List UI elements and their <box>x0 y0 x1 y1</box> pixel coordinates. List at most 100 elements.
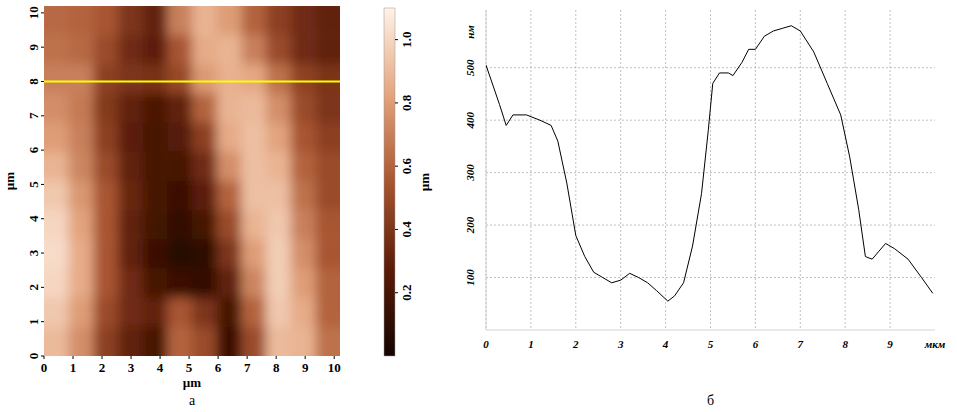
tick <box>41 287 44 288</box>
heatmap-cell <box>291 327 316 356</box>
heatmap-cell <box>143 123 168 153</box>
heatmap-cell <box>69 298 94 328</box>
heatmap-cell <box>44 298 69 328</box>
tick <box>395 229 398 230</box>
heatmap-cell <box>241 123 266 153</box>
heatmap-cell <box>44 210 69 240</box>
grid-line <box>710 10 711 330</box>
heatmap-cell <box>167 152 192 182</box>
grid-line <box>486 120 935 121</box>
heatmap-cell <box>266 123 291 153</box>
heatmap-cell <box>266 327 291 356</box>
panel-label: а <box>189 393 196 408</box>
tick <box>73 356 74 359</box>
heatmap-cell <box>118 210 143 240</box>
tick-label: 1 <box>528 338 534 350</box>
tick <box>41 115 44 116</box>
heatmap-cell <box>291 94 316 124</box>
heatmap-cell <box>93 64 118 94</box>
heatmap-cell <box>69 269 94 299</box>
heatmap-cell <box>192 123 217 153</box>
heatmap-cell <box>192 210 217 240</box>
tick <box>160 356 161 359</box>
heatmap-cell <box>217 269 242 299</box>
heatmap-cell <box>217 94 242 124</box>
heatmap-cell <box>217 123 242 153</box>
heatmap-cell <box>192 152 217 182</box>
tick-label: 7 <box>244 360 251 375</box>
heatmap-cell <box>241 298 266 328</box>
tick-label: 1 <box>26 318 41 325</box>
heatmap-cell <box>118 327 143 356</box>
heatmap-cell <box>291 210 316 240</box>
heatmap-cell <box>44 327 69 356</box>
tick <box>247 356 248 359</box>
heatmap-cell <box>241 6 266 36</box>
heatmap-cell <box>167 327 192 356</box>
heatmap-cell <box>241 152 266 182</box>
tick <box>41 184 44 185</box>
heatmap-cell <box>118 123 143 153</box>
grid-line <box>845 10 846 330</box>
heatmap-cell <box>118 35 143 65</box>
grid-line <box>800 10 801 330</box>
colorbar <box>384 8 395 356</box>
tick-label: 9 <box>887 338 893 350</box>
heatmap-cell <box>143 210 168 240</box>
heatmap-cell <box>44 239 69 269</box>
heatmap-cell <box>118 239 143 269</box>
grid-line <box>486 225 935 226</box>
heatmap-cell <box>241 327 266 356</box>
heatmap-cell <box>266 181 291 211</box>
heatmap-cell <box>291 35 316 65</box>
heatmap-cell <box>93 6 118 36</box>
tick-label: 5 <box>186 360 193 375</box>
tick <box>41 253 44 254</box>
heatmap-cell <box>143 152 168 182</box>
tick <box>41 81 44 82</box>
tick <box>305 356 306 359</box>
heatmap-cell <box>167 35 192 65</box>
heatmap-cell <box>241 64 266 94</box>
tick-label: 7 <box>798 338 804 350</box>
heatmap-cell <box>143 239 168 269</box>
heatmap-cell <box>143 269 168 299</box>
tick-label: 5 <box>26 181 41 188</box>
colorbar-title: µm <box>417 173 432 191</box>
tick-label: 4 <box>662 338 669 350</box>
heatmap-cell <box>266 269 291 299</box>
heatmap-cell <box>315 298 340 328</box>
tick <box>41 321 44 322</box>
heatmap-cell <box>93 210 118 240</box>
heatmap-cell <box>217 298 242 328</box>
tick-label: 6 <box>215 360 222 375</box>
tick <box>41 47 44 48</box>
heatmap-cell <box>69 152 94 182</box>
tick-label: 7 <box>26 112 41 119</box>
heatmap-cell <box>315 123 340 153</box>
heatmap-cell <box>93 181 118 211</box>
tick-label: 3 <box>128 360 135 375</box>
tick <box>41 218 44 219</box>
heatmap-cell <box>217 181 242 211</box>
heatmap-cell <box>315 64 340 94</box>
heatmap-cell <box>118 298 143 328</box>
heatmap-cell <box>241 239 266 269</box>
heatmap-cell <box>44 64 69 94</box>
heatmap-cell <box>315 94 340 124</box>
heatmap-cell <box>93 152 118 182</box>
tick-label: 6 <box>26 146 41 153</box>
axis-title: µm <box>183 375 201 390</box>
heatmap-cell <box>118 152 143 182</box>
heatmap-cell <box>241 269 266 299</box>
axis-title: мкм <box>924 338 946 350</box>
heatmap-cell <box>167 298 192 328</box>
heatmap-cell <box>291 239 316 269</box>
heatmap-cell <box>69 327 94 356</box>
heatmap-cell <box>93 327 118 356</box>
heatmap-cell <box>291 298 316 328</box>
profile-line <box>486 26 933 301</box>
heatmap-cell <box>266 6 291 36</box>
heatmap-cell <box>241 181 266 211</box>
heatmap-cell <box>69 64 94 94</box>
